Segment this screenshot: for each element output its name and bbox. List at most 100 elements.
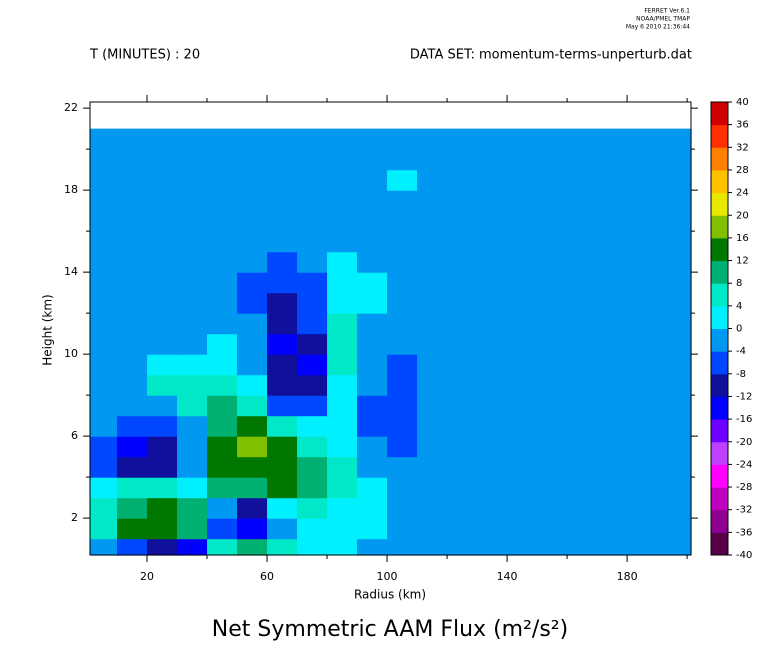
contour-cell (567, 251, 598, 273)
contour-cell (207, 272, 238, 294)
contour-cell (297, 477, 328, 499)
contour-cell (567, 292, 598, 314)
contour-cell (657, 333, 692, 355)
contour-cell (597, 415, 628, 437)
contour-cell (237, 128, 268, 150)
contour-cell (507, 190, 538, 212)
contour-cell (567, 128, 598, 150)
contour-cell (627, 354, 658, 376)
contour-cell (357, 313, 388, 335)
contour-cell (90, 354, 118, 376)
contour-cell (207, 231, 238, 253)
contour-cell (657, 251, 692, 273)
contour-cell (117, 210, 148, 232)
contour-cell (177, 374, 208, 396)
contour-cell (90, 538, 118, 556)
contour-cell (537, 436, 568, 458)
contour-cell (327, 374, 358, 396)
contour-cell (447, 436, 478, 458)
contour-cell (297, 456, 328, 478)
colorbar-label: 12 (736, 256, 749, 267)
contour-cell (387, 538, 418, 556)
contour-cell (177, 169, 208, 191)
contour-cell (657, 354, 692, 376)
contour-cell (117, 477, 148, 499)
colorbar-band (711, 351, 728, 375)
contour-cell (627, 190, 658, 212)
contour-cell (567, 190, 598, 212)
colorbar-band (711, 328, 728, 352)
contour-cell (507, 231, 538, 253)
contour-cell (207, 333, 238, 355)
contour-cell (90, 456, 118, 478)
y-tick-label: 22 (64, 101, 78, 114)
colorbar-label: -40 (736, 550, 752, 561)
colorbar-band (711, 169, 728, 194)
contour-cell (447, 272, 478, 294)
contour-cell (417, 456, 448, 478)
contour-cell (177, 149, 208, 171)
contour-cell (177, 538, 208, 556)
contour-cell (507, 374, 538, 396)
contour-cell (447, 477, 478, 499)
x-tick-label: 180 (617, 570, 638, 583)
contour-cell (477, 313, 508, 335)
contour-cell (177, 231, 208, 253)
contour-cell (627, 128, 658, 150)
contour-cell (297, 354, 328, 376)
colorbar-label: -8 (736, 369, 746, 380)
colorbar-band (711, 305, 728, 329)
contour-cell (90, 415, 118, 437)
contour-cell (657, 395, 692, 417)
contour-cell (297, 333, 328, 355)
contour-cell (537, 210, 568, 232)
contour-cell (417, 169, 448, 191)
contour-cell (267, 477, 298, 499)
colorbar-band (711, 124, 728, 148)
contour-cell (387, 415, 418, 437)
contour-cell (357, 333, 388, 355)
contour-cell (90, 272, 118, 294)
contour-cell (507, 497, 538, 519)
contour-cell (297, 231, 328, 253)
contour-cell (297, 436, 328, 458)
contour-cell (417, 190, 448, 212)
contour-cell (117, 333, 148, 355)
contour-cell (267, 436, 298, 458)
stamp-line: FERRET Ver.6.1 (644, 8, 690, 15)
contour-cell (507, 128, 538, 150)
contour-cell (447, 169, 478, 191)
contour-cell (90, 128, 118, 150)
contour-cell (627, 538, 658, 556)
contour-cell (417, 149, 448, 171)
contour-cell (657, 210, 692, 232)
colorbar-label: -24 (736, 459, 752, 470)
contour-cell (627, 497, 658, 519)
contour-cell (297, 497, 328, 519)
contour-cell (597, 313, 628, 335)
contour-cell (357, 415, 388, 437)
contour-cell (237, 354, 268, 376)
contour-cell (297, 210, 328, 232)
contour-cell (387, 313, 418, 335)
contour-cell (597, 538, 628, 556)
colorbar-band (711, 441, 728, 465)
contour-cell (657, 313, 692, 335)
contour-cell (117, 313, 148, 335)
contour-cell (117, 169, 148, 191)
contour-cell (207, 313, 238, 335)
contour-cell (537, 231, 568, 253)
contour-cell (507, 313, 538, 335)
contour-cell (567, 415, 598, 437)
contour-cell (447, 374, 478, 396)
colorbar-label: 32 (736, 142, 749, 153)
contour-cell (657, 415, 692, 437)
contour-cell (387, 436, 418, 458)
contour-cell (357, 128, 388, 150)
contour-cell (207, 354, 238, 376)
contour-cell (147, 436, 178, 458)
contour-cell (417, 354, 448, 376)
colorbar-band (711, 396, 728, 420)
contour-cell (237, 272, 268, 294)
contour-cell (597, 456, 628, 478)
